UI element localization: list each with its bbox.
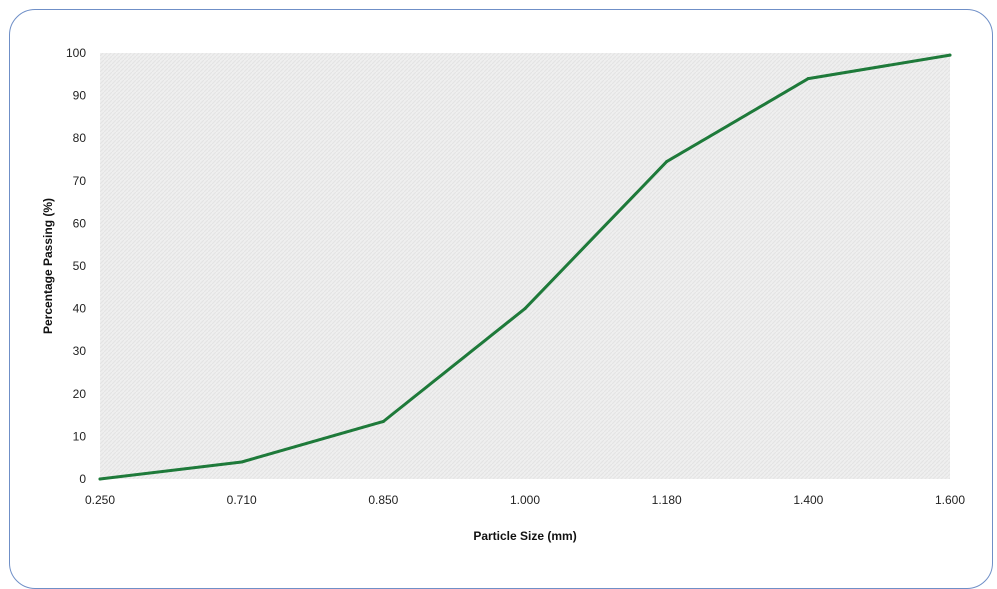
y-tick-label: 40 <box>73 302 87 316</box>
x-tick-label: 1.400 <box>793 493 823 507</box>
y-tick-label: 60 <box>73 216 87 230</box>
x-tick-label: 0.250 <box>85 493 115 507</box>
y-tick-label: 10 <box>73 429 87 443</box>
y-tick-label: 90 <box>73 89 87 103</box>
y-tick-label: 100 <box>66 46 86 60</box>
data-point <box>948 53 952 57</box>
y-tick-label: 30 <box>73 344 87 358</box>
y-tick-label: 20 <box>73 387 87 401</box>
data-point <box>523 307 527 311</box>
y-axis-title: Percentage Passing (%) <box>41 198 55 334</box>
data-point <box>665 160 669 164</box>
y-tick-label: 70 <box>73 174 87 188</box>
y-tick-label: 0 <box>79 472 86 486</box>
x-tick-label: 1.000 <box>510 493 540 507</box>
y-tick-label: 80 <box>73 131 87 145</box>
data-point <box>98 477 102 481</box>
x-tick-label: 0.710 <box>227 493 257 507</box>
x-tick-label: 1.180 <box>652 493 682 507</box>
x-tick-label: 0.850 <box>368 493 398 507</box>
plot-area <box>100 53 950 479</box>
x-axis-title: Particle Size (mm) <box>473 529 576 543</box>
y-tick-label: 50 <box>73 259 87 273</box>
data-point <box>240 460 244 464</box>
line-chart: 0 10 20 30 40 50 60 70 80 90 100 0.250 0.710 0.850 1.… <box>41 46 965 543</box>
x-tick-label: 1.600 <box>935 493 965 507</box>
data-point <box>381 419 385 423</box>
data-point <box>806 77 810 81</box>
